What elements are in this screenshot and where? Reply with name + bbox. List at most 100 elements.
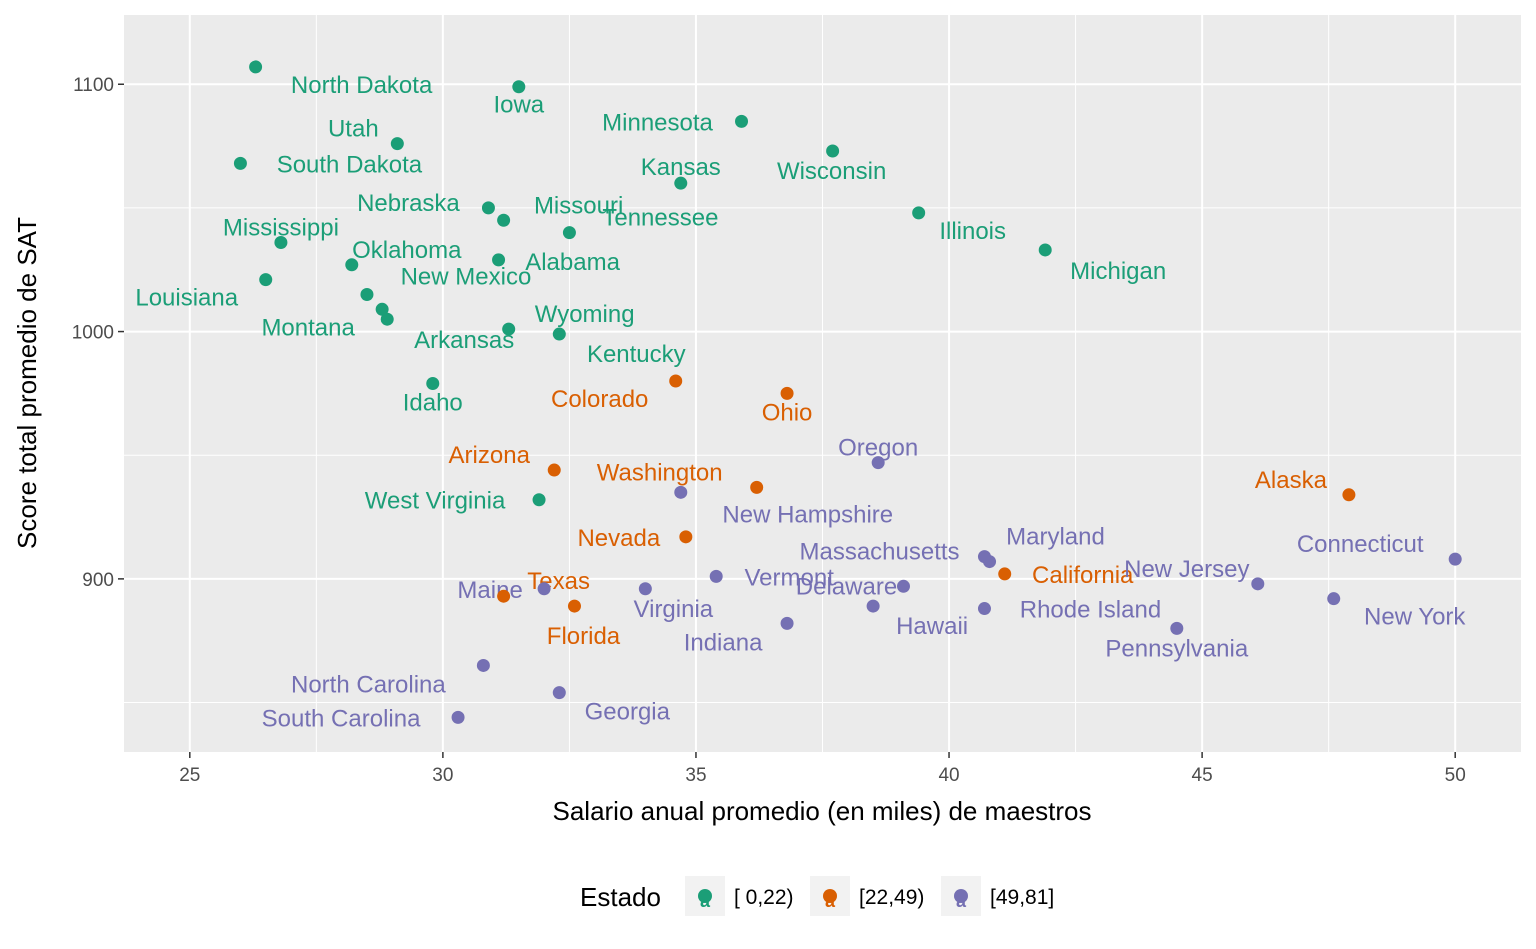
point-indiana	[780, 616, 794, 630]
point-delaware	[896, 579, 910, 593]
x-tick-label: 45	[1192, 765, 1213, 786]
point-michigan	[1038, 243, 1052, 257]
point-louisiana	[259, 273, 273, 287]
point-pennsylvania	[1170, 621, 1184, 635]
point-label-virginia: Virginia	[634, 596, 714, 623]
point-missouri	[497, 213, 511, 227]
legend-label-1: [ 0,22)	[734, 886, 794, 909]
point-label-iowa: Iowa	[493, 92, 544, 119]
point-label-missouri: Missouri	[534, 192, 623, 219]
point-label-michigan: Michigan	[1070, 258, 1166, 285]
point-washington	[750, 480, 764, 494]
point-new-hampshire	[674, 485, 688, 499]
point-new-mexico	[360, 287, 374, 301]
legend: Estado a [ 0,22) a [22,49) a [49,81]	[580, 876, 1054, 916]
point-north-dakota	[249, 60, 263, 74]
point-label-wyoming: Wyoming	[535, 301, 635, 328]
point-label-maryland: Maryland	[1006, 524, 1105, 551]
point-kentucky	[552, 327, 566, 341]
point-label-pennsylvania: Pennsylvania	[1105, 635, 1248, 662]
point-label-florida: Florida	[547, 623, 621, 650]
legend-key-2: a	[810, 876, 850, 916]
legend-label-3: [49,81]	[990, 886, 1054, 909]
point-label-texas: Texas	[527, 568, 590, 595]
legend-title: Estado	[580, 882, 661, 912]
point-label-louisiana: Louisiana	[135, 285, 238, 312]
legend-key-3: a	[941, 876, 981, 916]
point-label-connecticut: Connecticut	[1297, 531, 1424, 558]
legend-label-2: [22,49)	[859, 886, 924, 909]
point-hawaii	[866, 599, 880, 613]
point-ohio	[780, 386, 794, 400]
x-tick-label: 25	[179, 765, 200, 786]
point-label-nebraska: Nebraska	[357, 190, 460, 217]
point-texas	[497, 589, 511, 603]
legend-key-dot	[954, 889, 968, 903]
point-vermont	[709, 569, 723, 583]
point-south-dakota	[233, 156, 247, 170]
point-label-hawaii: Hawaii	[896, 613, 968, 640]
point-label-minnesota: Minnesota	[602, 109, 713, 136]
point-label-ohio: Ohio	[762, 399, 813, 426]
point-label-south-dakota: South Dakota	[277, 151, 423, 178]
axis-ticks: 25 30 35 40 45 50 900 1000 1100	[72, 75, 1466, 786]
point-iowa	[512, 80, 526, 94]
point-colorado	[669, 374, 683, 388]
y-tick-label: 1000	[72, 323, 114, 344]
point-rhode-island	[977, 602, 991, 616]
point-label-maine: Maine	[457, 577, 522, 604]
point-georgia	[552, 686, 566, 700]
minor-gridlines	[124, 15, 1521, 752]
point-oregon	[871, 456, 885, 470]
point-label-new-york: New York	[1364, 604, 1466, 631]
point-label-north-carolina: North Carolina	[291, 671, 446, 698]
point-label-south-carolina: South Carolina	[262, 705, 421, 732]
point-montana	[375, 302, 389, 316]
point-label-washington: Washington	[597, 459, 723, 486]
point-label-california: California	[1032, 562, 1134, 589]
point-label-rhode-island: Rhode Island	[1020, 597, 1161, 624]
x-axis-title: Salario anual promedio (en miles) de mae…	[552, 796, 1091, 826]
point-label-colorado: Colorado	[551, 386, 648, 413]
point-label-arizona: Arizona	[449, 442, 531, 469]
point-idaho	[426, 377, 440, 390]
point-connecticut	[1448, 552, 1462, 566]
point-label-utah: Utah	[328, 116, 379, 143]
point-label-georgia: Georgia	[585, 699, 671, 726]
point-label-wisconsin: Wisconsin	[777, 158, 886, 185]
y-axis-title: Score total promedio de SAT	[12, 217, 42, 549]
point-label-delaware: Delaware	[796, 573, 897, 600]
point-west-virginia	[532, 493, 546, 507]
legend-key-1: a	[685, 876, 725, 916]
data-points	[233, 60, 1462, 724]
point-virginia	[638, 582, 652, 596]
point-label-north-dakota: North Dakota	[291, 72, 433, 99]
point-label-massachusetts: Massachusetts	[799, 539, 959, 566]
point-maryland	[977, 550, 991, 564]
point-labels: North Dakota Iowa Minnesota Utah South Dakot…	[135, 72, 1466, 732]
point-label-new-jersey: New Jersey	[1124, 556, 1249, 583]
point-mississippi	[274, 236, 288, 250]
point-minnesota	[735, 114, 749, 128]
point-south-carolina	[451, 710, 465, 724]
point-label-vermont: Vermont	[745, 564, 835, 591]
point-florida	[567, 599, 581, 613]
point-tennessee	[562, 226, 576, 240]
point-label-arkansas: Arkansas	[414, 327, 514, 354]
point-label-new-mexico: New Mexico	[401, 263, 532, 290]
point-alaska	[1342, 488, 1356, 502]
point-utah	[390, 137, 404, 151]
point-kansas	[674, 176, 688, 190]
x-tick-label: 40	[938, 765, 959, 786]
point-wyoming	[502, 322, 516, 336]
point-label-tennessee: Tennessee	[602, 205, 718, 232]
point-arizona	[547, 463, 561, 477]
x-tick-label: 35	[685, 765, 706, 786]
point-new-york	[1327, 592, 1341, 606]
point-wisconsin	[826, 144, 840, 158]
point-maine	[537, 582, 551, 596]
point-nebraska	[481, 201, 495, 215]
point-new-jersey	[1251, 577, 1265, 591]
point-label-new-hampshire: New Hampshire	[722, 501, 893, 528]
